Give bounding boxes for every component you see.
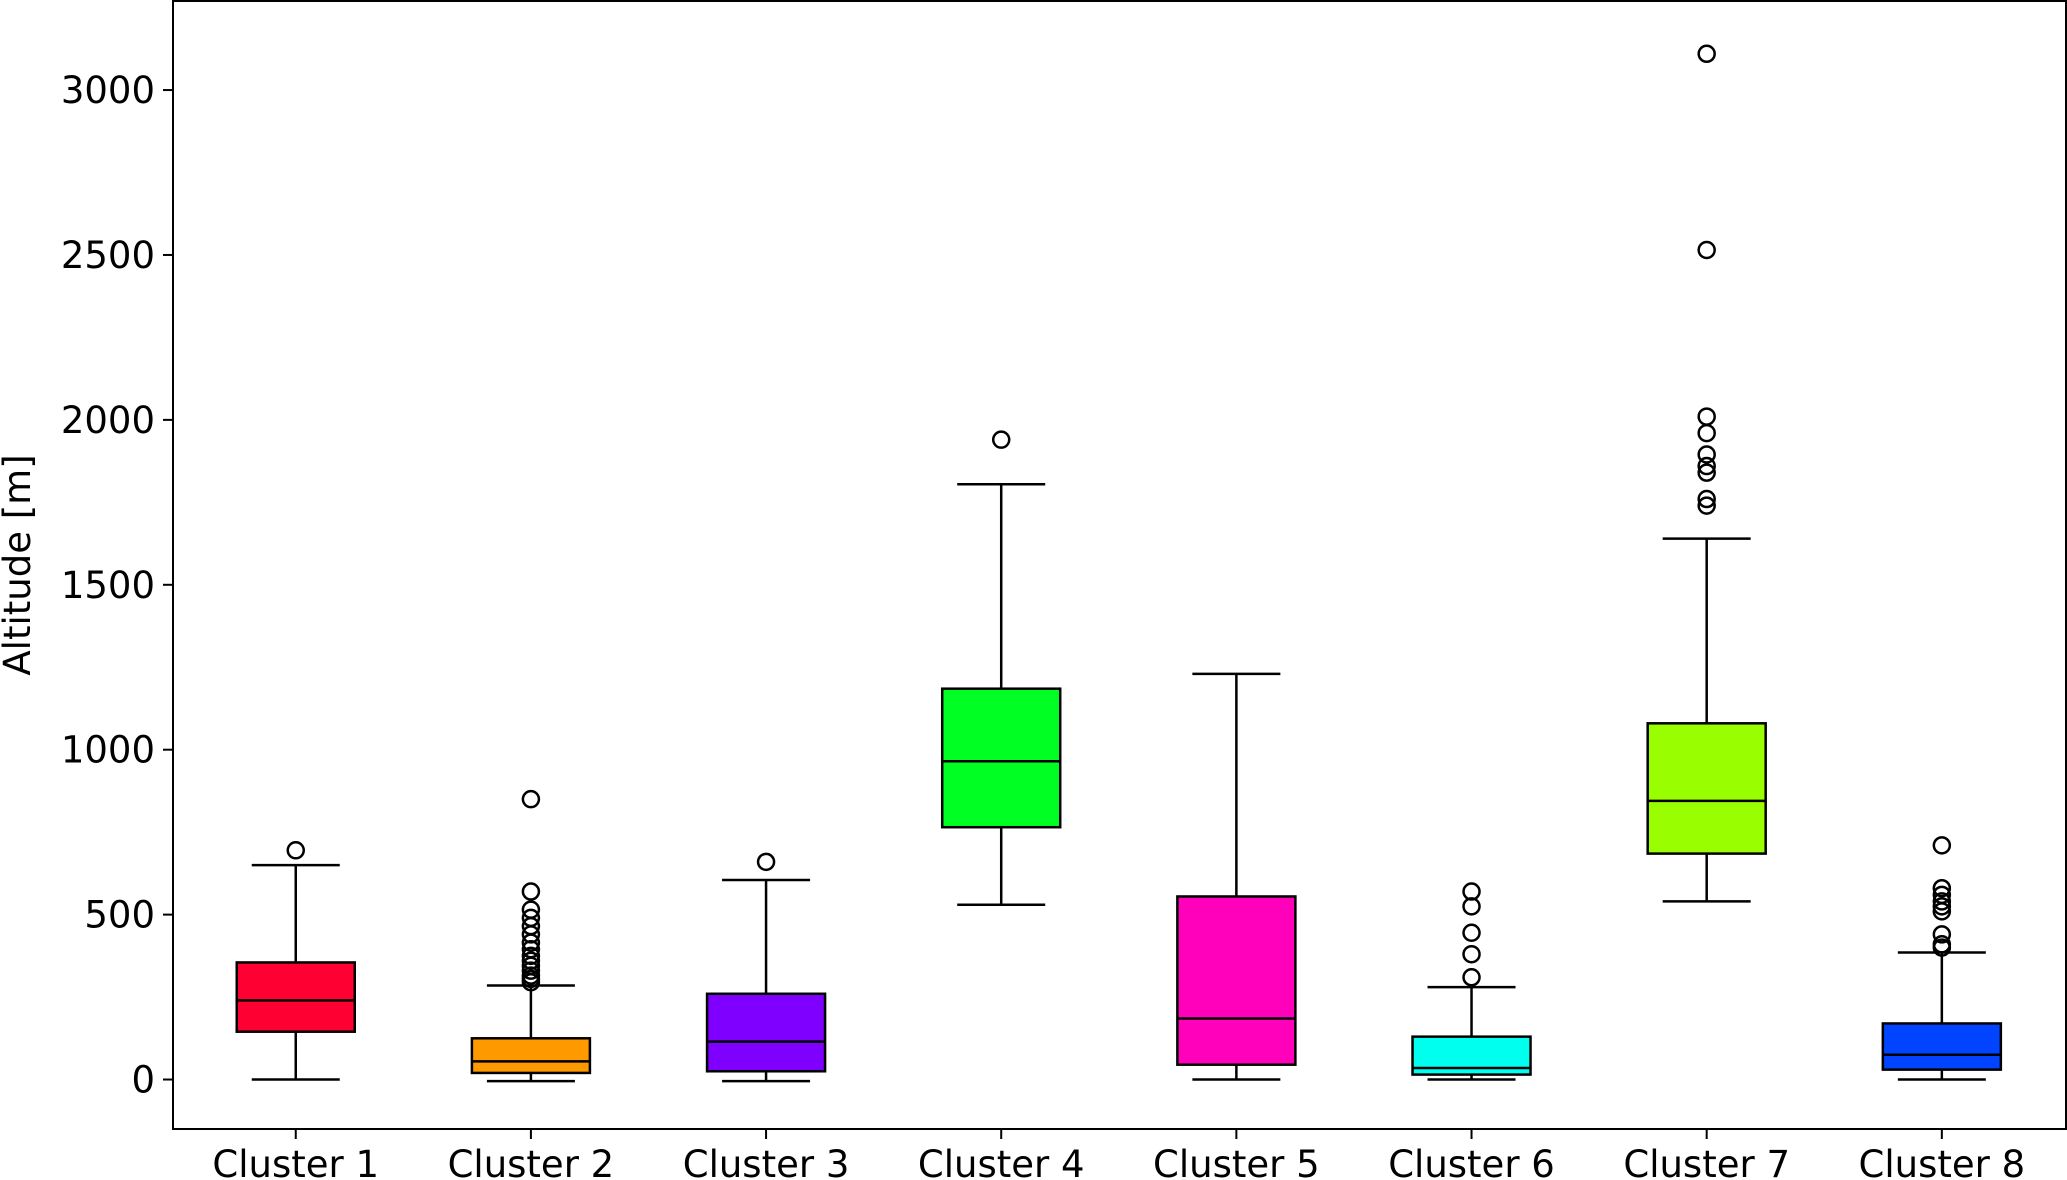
- iqr-box: [1176, 895, 1297, 1066]
- outlier-point: [1697, 456, 1716, 476]
- iqr-box: [705, 992, 827, 1073]
- outlier-point: [1932, 892, 1952, 911]
- y-tick-label: 3000: [61, 69, 155, 112]
- iqr-box: [1881, 1022, 2003, 1071]
- box-7: [1646, 44, 1767, 903]
- outlier-point: [521, 882, 541, 901]
- x-tick-label: Cluster 3: [683, 1143, 850, 1180]
- outlier-point: [1932, 878, 1952, 898]
- plot-frame: [172, 0, 2067, 1130]
- outlier-point: [1697, 445, 1716, 464]
- outlier-point: [1697, 423, 1716, 443]
- outlier-point: [1932, 836, 1952, 855]
- box-2: [470, 789, 592, 1083]
- outlier-point: [1462, 882, 1481, 901]
- outlier-point: [1697, 240, 1716, 260]
- outlier-point: [991, 430, 1011, 449]
- outlier-point: [756, 852, 776, 872]
- outlier-point: [521, 951, 541, 971]
- box-1: [235, 841, 357, 1081]
- outlier-point: [1697, 44, 1716, 64]
- x-tick-label: Cluster 2: [448, 1143, 615, 1180]
- iqr-box: [1646, 722, 1767, 855]
- outlier-point: [1462, 968, 1481, 987]
- y-tick-label: 500: [84, 894, 155, 937]
- outlier-point: [286, 841, 306, 860]
- box-8: [1881, 836, 2003, 1081]
- x-tick-label: Cluster 1: [212, 1143, 379, 1180]
- outlier-point: [521, 900, 541, 919]
- outlier-point: [521, 946, 541, 966]
- x-tick-label: Cluster 4: [918, 1143, 1085, 1180]
- outlier-point: [521, 908, 541, 928]
- y-tick-label: 0: [131, 1059, 155, 1102]
- x-axis: Cluster 1 Cluster 2 Cluster 3 Cluster 4 Clus…: [212, 1129, 2025, 1180]
- outlier-point: [1932, 885, 1952, 905]
- y-tick-label: 1000: [61, 729, 155, 772]
- outlier-point: [1697, 496, 1716, 515]
- outlier-point: [1697, 489, 1716, 509]
- outlier-point: [521, 789, 541, 809]
- x-tick-label: Cluster 6: [1388, 1143, 1555, 1180]
- outlier-point: [1462, 944, 1481, 964]
- y-axis-label: Altitude [m]: [0, 454, 39, 675]
- outlier-point: [1462, 923, 1481, 943]
- outlier-point: [1697, 407, 1716, 426]
- boxes-layer: [235, 44, 2003, 1083]
- box-5: [1176, 672, 1297, 1081]
- y-tick-label: 1500: [61, 564, 155, 607]
- box-3: [705, 852, 827, 1083]
- box-6: [1411, 882, 1532, 1081]
- box-4: [940, 430, 1062, 906]
- y-tick-label: 2000: [61, 399, 155, 442]
- iqr-box: [470, 1037, 592, 1075]
- y-tick-label: 2500: [61, 234, 155, 277]
- x-tick-label: Cluster 8: [1859, 1143, 2026, 1180]
- outlier-point: [1932, 935, 1952, 954]
- outlier-point: [1932, 897, 1952, 916]
- iqr-box: [235, 961, 357, 1033]
- outlier-point: [1932, 925, 1952, 944]
- x-tick-label: Cluster 5: [1153, 1143, 1320, 1180]
- x-tick-label: Cluster 7: [1623, 1143, 1790, 1180]
- outlier-point: [1697, 463, 1716, 482]
- y-axis: 0 500 1000 1500 2000 2500 3000: [61, 69, 173, 1102]
- iqr-box: [940, 687, 1062, 829]
